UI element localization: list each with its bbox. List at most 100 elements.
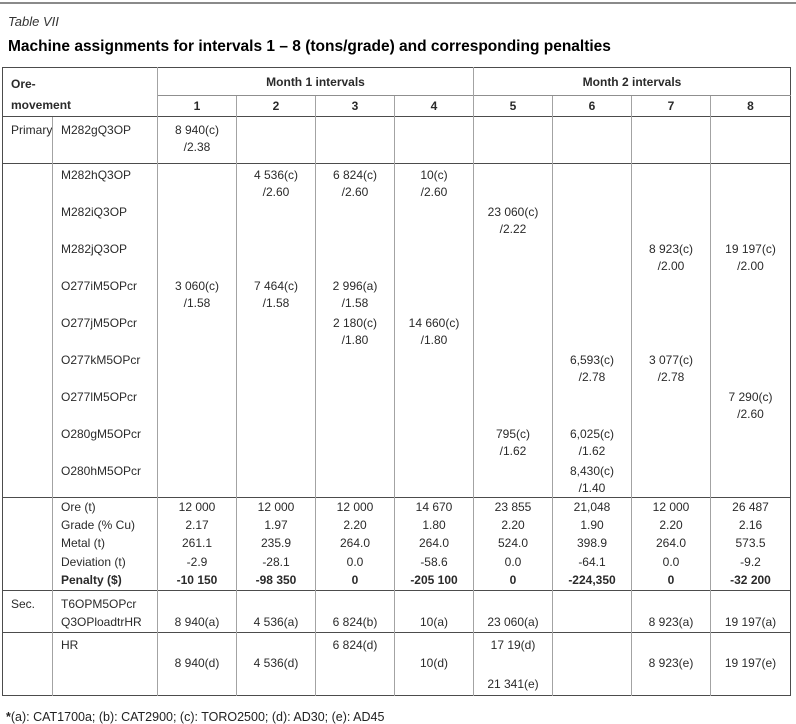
interval-8-cell: [710, 349, 791, 386]
grade-value: /2.00: [657, 259, 685, 273]
machine-name-cell: O277jM5OPcr: [52, 312, 158, 349]
interval-8-cell: [710, 460, 791, 498]
summary-value: -28.1: [262, 555, 290, 570]
interval-8-cell: 19 197(c) /2.00: [710, 238, 791, 275]
summary-value: 0.0: [346, 555, 364, 570]
machine-name-cell: M282iQ3OP: [52, 201, 158, 238]
summary-value: 264.0: [418, 536, 450, 551]
summary-label-cell: Metal (t): [52, 534, 158, 554]
interval-1-cell: [157, 163, 237, 201]
tons-value: 19 197(c): [725, 242, 776, 256]
summary-value: -10 150: [176, 573, 218, 588]
summary-value: -2.9: [186, 555, 208, 570]
interval-1-cell: 12 000: [157, 497, 237, 517]
interval-1-cell: 8 940(a): [157, 612, 237, 633]
tons-value: 10(c): [420, 168, 448, 182]
table-row: O277kM5OPcr 6,593(c) /2.78 3 077(c) /2.78: [3, 349, 791, 386]
machine-name: O277jM5OPcr: [61, 316, 138, 330]
interval-4-cell: [394, 238, 474, 275]
interval-4-cell: 10(a): [394, 612, 474, 633]
interval-7-cell: 0: [631, 571, 711, 591]
interval-3-cell: 0: [315, 571, 395, 591]
summary-label-cell: Grade (% Cu): [52, 516, 158, 535]
interval-6-cell: [552, 275, 632, 312]
summary-row: Ore (t) 12 000 12 000 12 000 14 670 23 855 21,…: [2, 497, 791, 517]
interval-8-cell: [710, 275, 791, 312]
interval-6-cell: -64.1: [552, 553, 632, 572]
interval-7-cell: [631, 423, 711, 460]
machine-name-cell: HR: [52, 632, 158, 655]
tons-value: 23 060(a): [487, 614, 539, 629]
interval-2-cell: 7 464(c) /1.58: [236, 275, 316, 312]
summary-value: 235.9: [260, 536, 292, 551]
interval-5-cell: 524.0: [473, 534, 553, 554]
summary-value: -9.2: [740, 555, 761, 570]
interval-1-cell: -10 150: [157, 571, 237, 591]
grade-value: /1.58: [341, 296, 369, 310]
interval-3-cell: [315, 423, 395, 460]
interval-3-cell: [315, 589, 395, 613]
table-row: Primary M282gQ3OP 8 940(c) /2.38: [2, 116, 791, 164]
page-title: Machine assignments for intervals 1 – 8 …: [8, 38, 611, 55]
interval-5-cell: [473, 275, 553, 312]
interval-4-cell: [394, 201, 474, 238]
tons-value: 7 464(c): [253, 279, 299, 293]
interval-7-cell: 0.0: [631, 553, 711, 572]
machine-name: O280hM5OPcr: [61, 464, 142, 478]
grade-value: /2.38: [183, 140, 211, 154]
interval-4-cell: [394, 671, 474, 696]
table-row: M282jQ3OP 8 923(c) /2.00 19 197(c) /2.00: [3, 238, 791, 275]
table-row: 21 341(e): [3, 671, 791, 696]
summary-label: Grade (% Cu): [61, 517, 136, 532]
interval-4-cell: [394, 349, 474, 386]
interval-3-cell: [315, 671, 395, 696]
summary-label: Penalty ($): [61, 573, 122, 588]
machine-name-cell: M282jQ3OP: [52, 238, 158, 275]
grade-value: /2.60: [737, 407, 764, 421]
summary-label-cell: Penalty ($): [52, 571, 158, 591]
section-label-cell: [2, 632, 53, 655]
ore-movement-line2: movement: [11, 98, 72, 112]
interval-3-cell: 12 000: [315, 497, 395, 517]
interval-6-cell: 1.90: [552, 516, 632, 535]
section-label-cell: [3, 672, 53, 696]
interval-5-cell: [473, 589, 553, 613]
interval-7-cell: 2.20: [631, 516, 711, 535]
interval-3-cell: 2 996(a) /1.58: [315, 275, 395, 312]
summary-value: 21,048: [573, 499, 611, 514]
interval-3-cell: [315, 386, 395, 423]
summary-value: 12 000: [257, 499, 295, 514]
summary-label-cell: Ore (t): [52, 497, 158, 517]
month1-header: Month 1 intervals: [157, 67, 474, 96]
tons-value: 17 19(d): [490, 638, 536, 653]
tons-value: 6 824(c): [332, 168, 378, 182]
summary-value: -58.6: [420, 555, 448, 570]
interval-4-cell: [394, 423, 474, 460]
machine-name-cell: [52, 671, 158, 696]
interval-6-cell: [552, 116, 632, 164]
top-rule: [0, 2, 796, 4]
interval-2-cell: 4 536(c) /2.60: [236, 163, 316, 201]
summary-value: -224,350: [568, 573, 616, 588]
interval-4-cell: -58.6: [394, 553, 474, 572]
interval-1-cell: [157, 589, 237, 613]
summary-value: 14 670: [415, 499, 453, 514]
summary-value: 264.0: [339, 536, 371, 551]
summary-value: 398.9: [576, 536, 608, 551]
interval-3-cell: 0.0: [315, 553, 395, 572]
interval-2-cell: [236, 201, 316, 238]
section-label-cell: [3, 553, 53, 572]
tons-value: 8 923(e): [648, 655, 694, 670]
interval-5-cell: [473, 312, 553, 349]
tons-value: 6 824(d): [332, 638, 378, 653]
interval-7-cell: 3 077(c) /2.78: [631, 349, 711, 386]
summary-value: -98 350: [255, 573, 297, 588]
interval-8-cell: [710, 423, 791, 460]
interval-2-cell: [236, 671, 316, 696]
summary-value: 2.16: [738, 517, 763, 532]
interval-8-cell: [710, 632, 791, 655]
tons-value: 4 536(c): [253, 168, 299, 182]
tons-value: 4 536(d): [253, 655, 299, 670]
table-row: O277iM5OPcr 3 060(c)/1.58 7 464(c)/1.58 2 9…: [3, 275, 791, 312]
